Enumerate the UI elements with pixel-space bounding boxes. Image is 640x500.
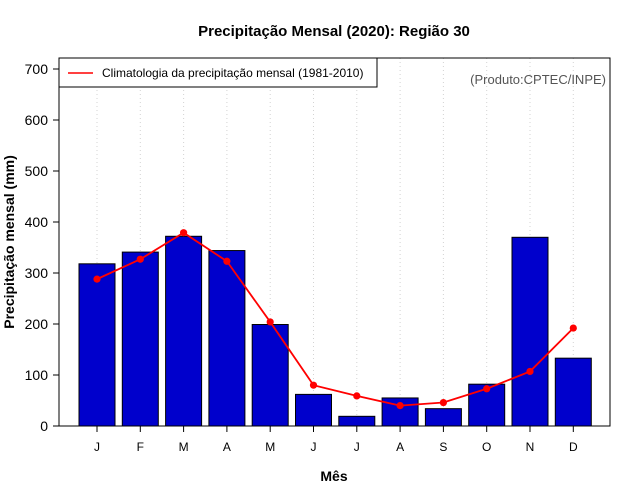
x-axis-label: Mês [320,468,347,484]
x-tick-label: S [439,440,447,454]
bar-9 [424,408,462,427]
y-tick-label: 600 [25,112,49,128]
x-tick-label: M [265,440,275,454]
y-tick-label: 400 [25,214,49,230]
climatology-point-10 [483,385,491,393]
y-tick-label: 500 [25,163,49,179]
x-tick-label: J [311,440,317,454]
legend: Climatologia da precipitação mensal (198… [58,57,378,88]
climatology-point-4 [223,257,231,265]
x-tick-label: A [223,440,231,454]
bar-2 [121,251,159,427]
climatology-point-11 [526,367,534,376]
x-tick-label: M [179,440,189,454]
x-tick-label: N [526,440,535,454]
y-tick-label: 300 [25,265,49,281]
bar-12 [554,357,592,427]
bar-11 [511,236,549,427]
climatology-point-6 [309,381,318,389]
bar-1 [78,263,116,427]
climatology-point-1 [93,275,101,283]
bar-6 [295,393,332,427]
climatology-point-7 [353,392,361,400]
climatology-line [96,231,574,407]
climatology-point-2 [136,255,144,263]
y-tick-label: 700 [25,61,49,77]
bar-5 [251,324,289,427]
climatology-point-8 [396,402,404,410]
bars-layer [78,235,592,427]
x-tick-label: F [137,440,144,454]
y-tick-label: 0 [40,418,48,434]
x-tick-label: J [94,440,100,454]
y-tick-label: 100 [25,367,49,383]
legend-label-climatology: Climatologia da precipitação mensal (198… [102,66,363,80]
climatology-point-3 [180,229,188,237]
x-tick-label: A [396,440,404,454]
y-axis: 0 100 200 300 400 500 600 700 [25,61,59,434]
bar-4 [208,250,246,427]
x-tick-label: D [569,440,578,454]
climatology-point-5 [266,318,274,326]
y-axis-label: Precipitação mensal (mm) [1,155,17,329]
bar-3 [165,235,203,427]
climatology-point-9 [439,398,447,407]
climatology-point-12 [569,324,577,332]
climatology-line-layer [93,229,577,410]
x-tick-label: O [482,440,491,454]
source-note: (Produto:CPTEC/INPE) [470,72,606,87]
y-tick-label: 200 [25,316,49,332]
bar-7 [338,415,376,427]
legend-box [58,57,378,88]
chart-title: Precipitação Mensal (2020): Região 30 [198,23,470,40]
x-tick-label: J [354,440,360,454]
